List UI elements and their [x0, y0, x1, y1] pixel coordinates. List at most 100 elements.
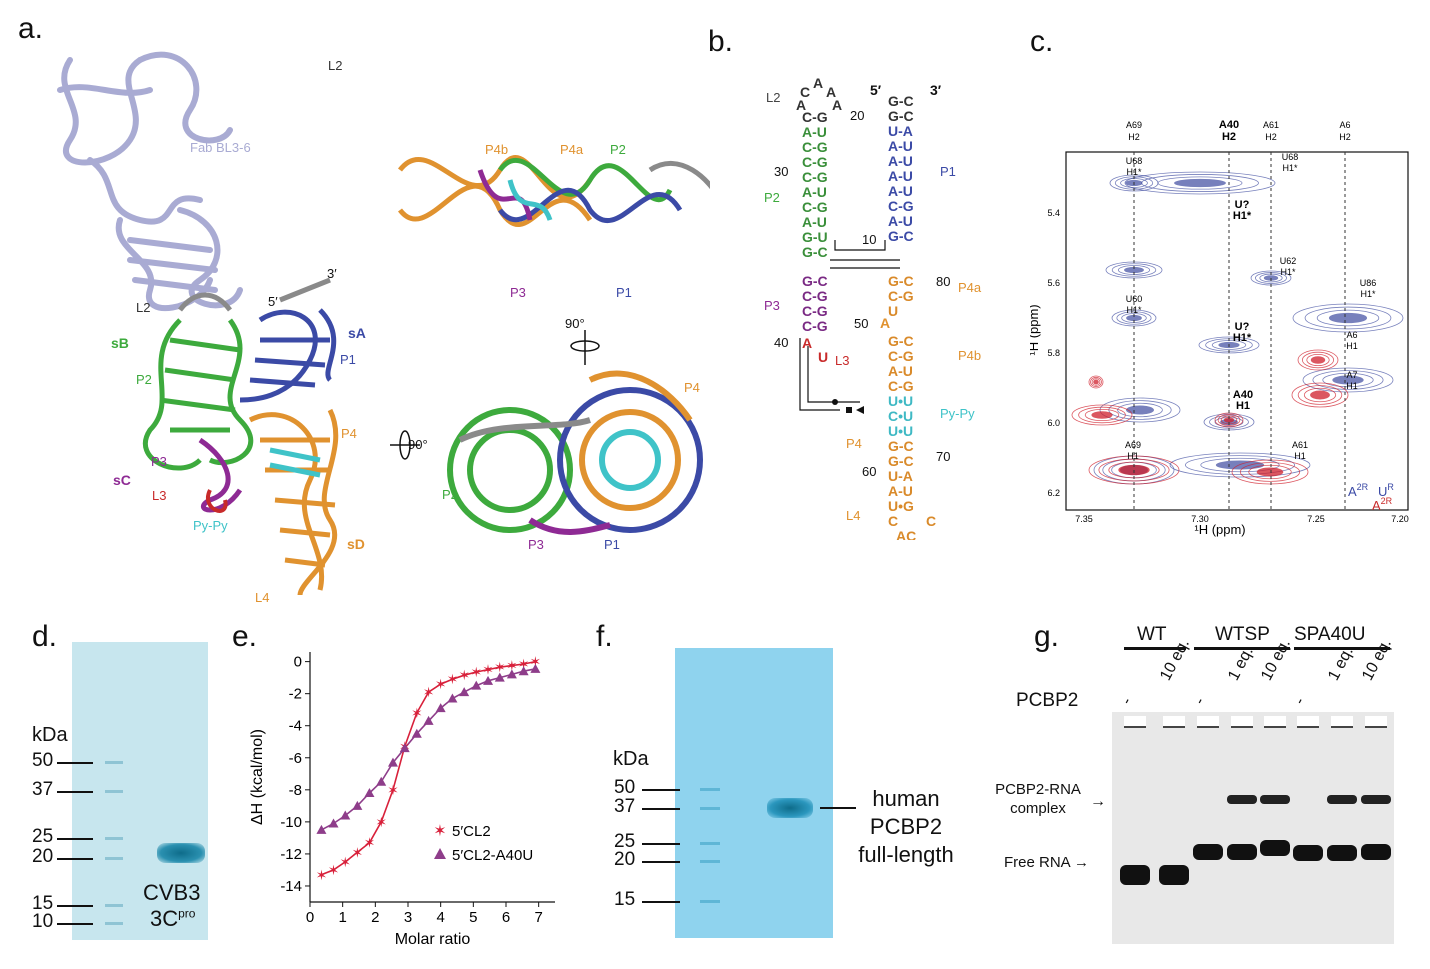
gel-g-lane-label: - [1291, 694, 1309, 708]
gel-f [675, 648, 833, 938]
itc-legend-label: 5′CL2 [452, 823, 491, 840]
itc-point-triangle [471, 680, 482, 690]
nmr-contour [1303, 387, 1337, 403]
itc-point-triangle [316, 824, 327, 834]
gel-g-free-band [1120, 865, 1150, 885]
itc-point-triangle [364, 788, 375, 798]
rna-l3 [206, 489, 228, 513]
gel-g-complex-band [1260, 795, 1290, 804]
panel-a-text-l2: L2 [136, 300, 151, 315]
gel-g-group-line-wtsp [1194, 647, 1290, 650]
gel-g-complex-label-1: PCBP2-RNA [995, 781, 1081, 798]
nmr-col-sub: H2 [1128, 132, 1140, 142]
b-loop-a1: A [813, 75, 823, 91]
gel-g-well [1163, 716, 1185, 728]
b-p4-pair: U-A [888, 468, 913, 484]
b-p4-pair: C-G [888, 348, 914, 364]
itc-point-star: ✶ [328, 862, 340, 878]
gel-g-complex-label: PCBP2-RNA complex [978, 780, 1098, 818]
nmr-legend: A2R UR A2R [1348, 482, 1394, 513]
nmr-col-name: A6 [1339, 120, 1350, 130]
nmr-contour [1328, 312, 1368, 324]
b-p2-pair: C-G [802, 154, 828, 170]
gel-f-ladder-band [700, 860, 720, 863]
nmr-xlabel: ¹H (ppm) [1194, 522, 1245, 537]
gel-g-free-band [1193, 844, 1223, 860]
nmr-contour [1091, 411, 1113, 419]
b-p2-pair: A-U [802, 184, 827, 200]
panel-a-bottom-p3: P3 [528, 537, 544, 552]
b-p4-pair: A-U [888, 483, 913, 499]
itc-ylabel: ΔH (kcal/mol) [249, 729, 266, 825]
nmr-peak-label: H1 [1127, 451, 1139, 461]
nmr-peak-label: H1* [1233, 332, 1252, 344]
b-p2-pair: C-G [802, 199, 828, 215]
b-p4-pair: C [888, 513, 898, 529]
gel-g-well [1124, 716, 1146, 728]
nmr-contour [1169, 452, 1311, 478]
b-p4-pair: G-C [888, 273, 914, 289]
gel-g-group-line-spa40u [1294, 647, 1390, 650]
itc-ytick-label: -10 [280, 814, 302, 831]
top-view-structure [398, 155, 710, 227]
fab-ribbon [57, 51, 243, 312]
nmr-peak-label: U62 [1280, 256, 1297, 266]
gel-f-ladder-band [700, 807, 720, 810]
nmr-ytick: 5.6 [1047, 278, 1060, 288]
nmr-contour [1124, 171, 1276, 195]
svg-text:A2R: A2R [1372, 496, 1393, 513]
gel-g-group-wtsp: WTSP [1215, 624, 1270, 645]
b-loop-a3: A [796, 97, 806, 113]
gel-f-annotation-3: full-length [858, 842, 954, 867]
gel-g-complex-arrow: → [1090, 793, 1106, 810]
itc-point-triangle [459, 687, 470, 697]
gel-f-marker-tick [642, 808, 680, 810]
b-p4-pair: U•G [888, 498, 914, 514]
gel-d-ladder-band [105, 790, 123, 793]
b-num-60: 60 [862, 464, 876, 479]
b-p4a: P4a [958, 280, 982, 295]
itc-point-star: ✶ [364, 835, 376, 851]
b-p4-pair: C [926, 513, 936, 529]
panel-a-top-p2: P2 [610, 142, 626, 157]
b-p4-pair: C-G [888, 288, 914, 304]
gel-d [72, 642, 208, 940]
gel-f-annotation-1: human [872, 786, 940, 811]
panel-a-text-sb: sB [111, 335, 129, 351]
panel-a-text-sd: sD [347, 536, 365, 552]
gel-d-kda: kDa [32, 724, 68, 746]
nmr-ytick: 5.4 [1047, 208, 1060, 218]
nmr-peak-label: H1* [1280, 267, 1296, 277]
b-p2-pair: G-C [802, 244, 828, 260]
itc-point-star: ✶ [518, 656, 530, 672]
nmr-contour [1093, 379, 1099, 385]
itc-ytick-label: 0 [294, 654, 302, 671]
gel-d-marker-label: 50 [32, 750, 54, 771]
itc-point-triangle [530, 663, 541, 673]
panel-e-label: e. [232, 620, 258, 653]
panel-a-text-rot-left: 90° [408, 437, 428, 452]
nmr-contour [1316, 309, 1380, 327]
itc-ytick-label: -2 [289, 686, 302, 703]
nmr-contour [1322, 372, 1374, 388]
nmr-xtick: 7.35 [1075, 514, 1093, 524]
b-p1-pair: A-U [888, 213, 913, 229]
itc-xtick-label: 1 [338, 909, 346, 926]
b-num-20: 20 [850, 108, 864, 123]
nmr-contour [1116, 311, 1152, 325]
gel-d-marker-label: 10 [32, 911, 54, 932]
b-loop-a4: A [832, 97, 842, 113]
gel-g-well [1331, 716, 1353, 728]
b-loop-c: C [800, 84, 810, 100]
b-p1-pair: G-C [888, 228, 914, 244]
gel-f-ladder-band [700, 788, 720, 791]
b-p2-pair: C-G [802, 169, 828, 185]
panel-b-secondary-structure: L2 C A A A A 5′ 3′ C-GA-UC-GC-GC-GA-UC-G… [764, 75, 982, 540]
itc-point-triangle [376, 776, 387, 786]
gel-d-band-label: CVB3 [143, 880, 201, 905]
itc-legend-triangle [434, 848, 446, 859]
nmr-contour [1084, 408, 1120, 421]
nmr-peak-label: H1* [1360, 289, 1376, 299]
itc-point-triangle [387, 757, 398, 767]
gel-d-band [157, 843, 205, 863]
